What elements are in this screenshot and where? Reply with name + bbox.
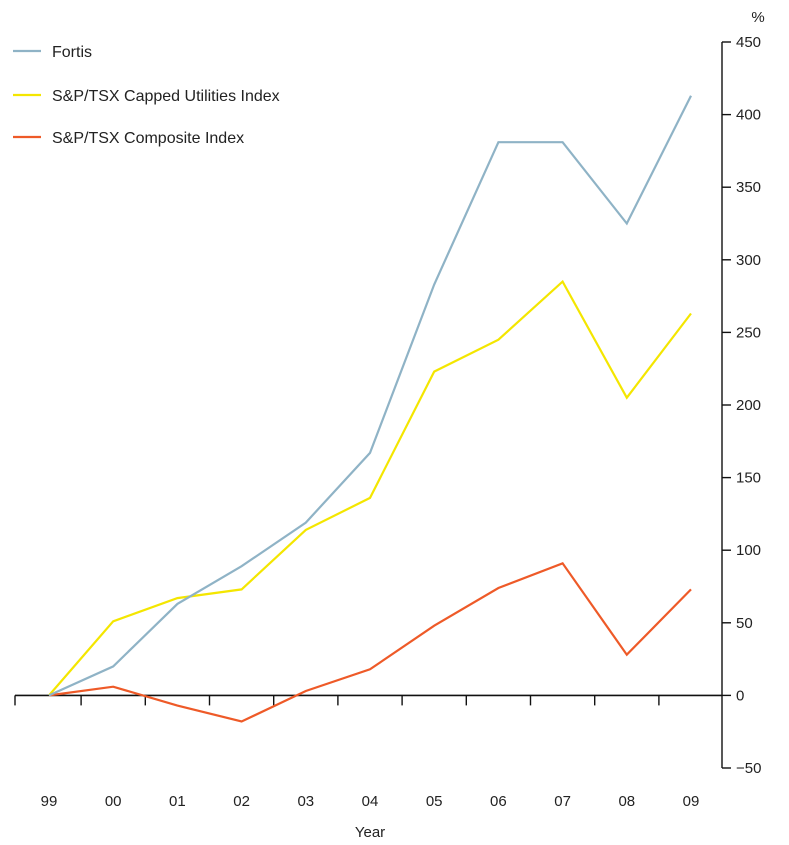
y-tick-label: 300 bbox=[736, 252, 761, 269]
y-tick-label: 100 bbox=[736, 542, 761, 559]
y-axis-unit-label: % bbox=[751, 9, 764, 26]
y-tick-label: 0 bbox=[736, 687, 744, 704]
x-tick-label: 05 bbox=[426, 793, 443, 810]
y-tick-label: 400 bbox=[736, 107, 761, 124]
y-axis: −50 0 50 100 150 200 250 300 350 400 450 bbox=[721, 34, 761, 777]
series-line-s-p-tsx-composite-index bbox=[48, 561, 692, 723]
x-tick-label: 04 bbox=[362, 793, 379, 810]
x-tick-label: 09 bbox=[683, 793, 700, 810]
series-line-fortis bbox=[48, 95, 692, 697]
y-tick-label: 350 bbox=[736, 179, 761, 196]
legend-label-s-p-tsx-composite-index: S&P/TSX Composite Index bbox=[52, 130, 244, 147]
x-tick-label: 99 bbox=[41, 793, 58, 810]
series-line-s-p-tsx-capped-utilities-index bbox=[48, 279, 692, 697]
y-tick-label: 450 bbox=[736, 34, 761, 51]
y-tick-label: 200 bbox=[736, 397, 761, 414]
y-tick-label: 150 bbox=[736, 470, 761, 487]
y-tick-label: 250 bbox=[736, 324, 761, 341]
y-tick-label: 50 bbox=[736, 615, 753, 632]
x-axis-title: Year bbox=[355, 824, 385, 841]
y-tick-label: −50 bbox=[736, 760, 761, 777]
legend-label-fortis: Fortis bbox=[52, 44, 92, 61]
x-axis bbox=[14, 694, 722, 706]
x-tick-label: 02 bbox=[233, 793, 250, 810]
x-tick-label: 03 bbox=[297, 793, 314, 810]
x-tick-label: 07 bbox=[554, 793, 571, 810]
x-tick-label: 00 bbox=[105, 793, 122, 810]
series-layer bbox=[48, 95, 692, 723]
legend: Fortis S&P/TSX Capped Utilities Index S&P/… bbox=[13, 44, 280, 147]
x-tick-label: 06 bbox=[490, 793, 507, 810]
x-tick-label: 08 bbox=[618, 793, 635, 810]
x-tick-label: 01 bbox=[169, 793, 186, 810]
x-axis-labels: 99 00 01 02 03 04 05 06 07 08 09 bbox=[41, 793, 700, 810]
legend-label-s-p-tsx-capped-utilities-index: S&P/TSX Capped Utilities Index bbox=[52, 88, 280, 105]
